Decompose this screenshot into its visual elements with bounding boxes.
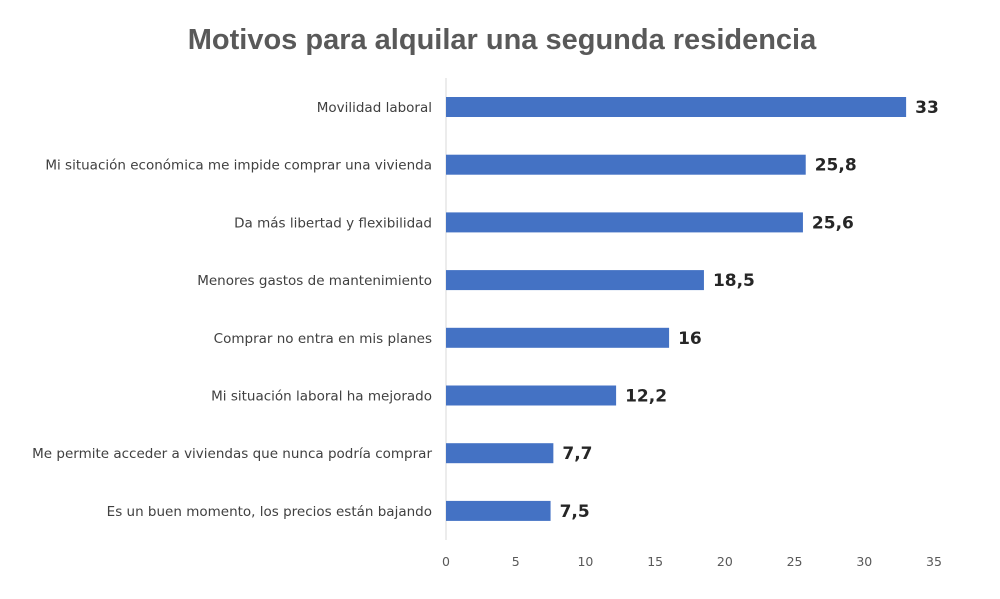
x-tick-label: 25 [787,554,803,569]
category-label: Comprar no entra en mis planes [214,331,432,347]
value-label: 7,7 [562,444,592,464]
category-label: Es un buen momento, los precios están ba… [107,504,432,520]
value-label: 18,5 [713,271,755,291]
x-tick-label: 15 [647,554,663,569]
category-label: Mi situación económica me impide comprar… [45,158,432,174]
x-axis-ticks: 0 5 10 15 20 25 30 35 [442,554,942,569]
category-label: Menores gastos de mantenimiento [197,273,432,289]
category-label: Mi situación laboral ha mejorado [211,389,432,405]
x-tick-label: 0 [442,554,450,569]
category-label: Da más libertad y flexibilidad [234,215,432,231]
bar-1 [446,97,907,117]
value-labels: 33 25,8 25,6 18,5 16 12,2 7,7 7,5 [560,98,939,522]
value-label: 16 [678,329,702,349]
bar-7 [446,443,554,464]
value-label: 33 [915,98,939,118]
category-label: Movilidad laboral [317,100,432,116]
chart-title: Motivos para alquilar una segunda reside… [188,24,817,56]
x-tick-label: 20 [717,554,733,569]
category-label: Me permite acceder a viviendas que nunca… [32,446,432,462]
bar-5 [446,327,670,348]
category-labels: Movilidad laboral Mi situación económica … [32,100,432,520]
value-label: 12,2 [625,387,667,407]
bar-3 [446,212,803,233]
bar-4 [446,270,704,291]
bar-8 [446,500,551,521]
x-tick-label: 30 [856,554,872,569]
bars [446,97,907,521]
value-label: 7,5 [560,502,590,522]
bar-6 [446,385,617,406]
value-label: 25,6 [812,213,854,233]
x-tick-label: 35 [926,554,942,569]
value-label: 25,8 [815,156,857,176]
bar-2 [446,154,806,175]
x-tick-label: 10 [577,554,593,569]
x-tick-label: 5 [512,554,520,569]
